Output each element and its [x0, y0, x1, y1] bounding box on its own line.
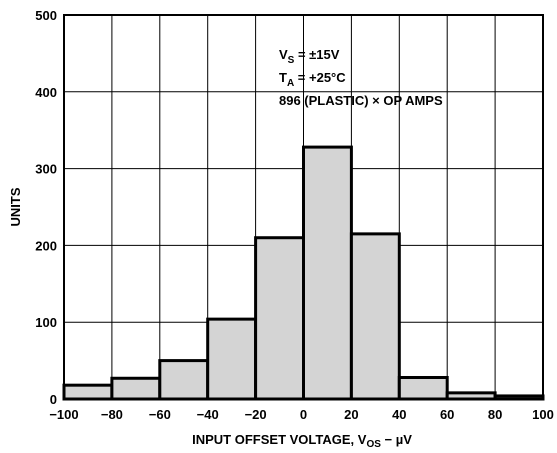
annotation-sample-size: 896 (PLASTIC) × OP AMPS: [279, 93, 443, 108]
x-tick-label: 40: [392, 407, 406, 422]
histogram-bar-1: [110, 376, 162, 401]
x-tick-label: −40: [197, 407, 219, 422]
annotation-supply-voltage: VS = ±15V: [279, 47, 340, 66]
bars-layer: [62, 145, 545, 401]
y-tick-label: 200: [35, 238, 57, 253]
histogram-bar-4: [254, 236, 306, 401]
x-tick-label: 20: [344, 407, 358, 422]
x-axis-title-subscript: OS: [366, 439, 381, 450]
histogram-bar-5: [302, 145, 353, 401]
x-tick-label: −80: [101, 407, 123, 422]
plot-frame: [63, 14, 544, 400]
histogram-bar-6: [349, 232, 401, 401]
y-tick-label: 500: [35, 8, 57, 23]
x-tick-label: −100: [49, 407, 78, 422]
x-axis-title-prefix: INPUT OFFSET VOLTAGE, V: [192, 432, 367, 447]
x-tick-label: 60: [440, 407, 454, 422]
tick-labels: −100 −80 −60 −40 −20 0 20 40 60 80 100 0 100 200 300 40…: [35, 8, 554, 422]
histogram-bar-2: [158, 359, 210, 401]
histogram-bar-7: [397, 375, 449, 401]
histogram-bar-3: [206, 317, 258, 401]
x-tick-label: −60: [149, 407, 171, 422]
y-tick-label: 300: [35, 162, 57, 177]
x-axis-title-suffix: − µV: [381, 432, 412, 447]
x-tick-label: 100: [532, 407, 554, 422]
y-axis-title: UNITS: [8, 187, 23, 226]
x-tick-label: −20: [245, 407, 267, 422]
plot-border: [63, 14, 544, 400]
x-tick-label: 0: [300, 407, 307, 422]
x-axis-title: INPUT OFFSET VOLTAGE, VOS − µV: [192, 432, 412, 450]
x-tick-label: 80: [488, 407, 502, 422]
histogram-bar-0: [62, 383, 114, 401]
y-tick-label: 100: [35, 315, 57, 330]
y-tick-label: 0: [50, 392, 57, 407]
annotation-temperature: TA = +25°C: [279, 70, 346, 89]
y-tick-label: 400: [35, 85, 57, 100]
